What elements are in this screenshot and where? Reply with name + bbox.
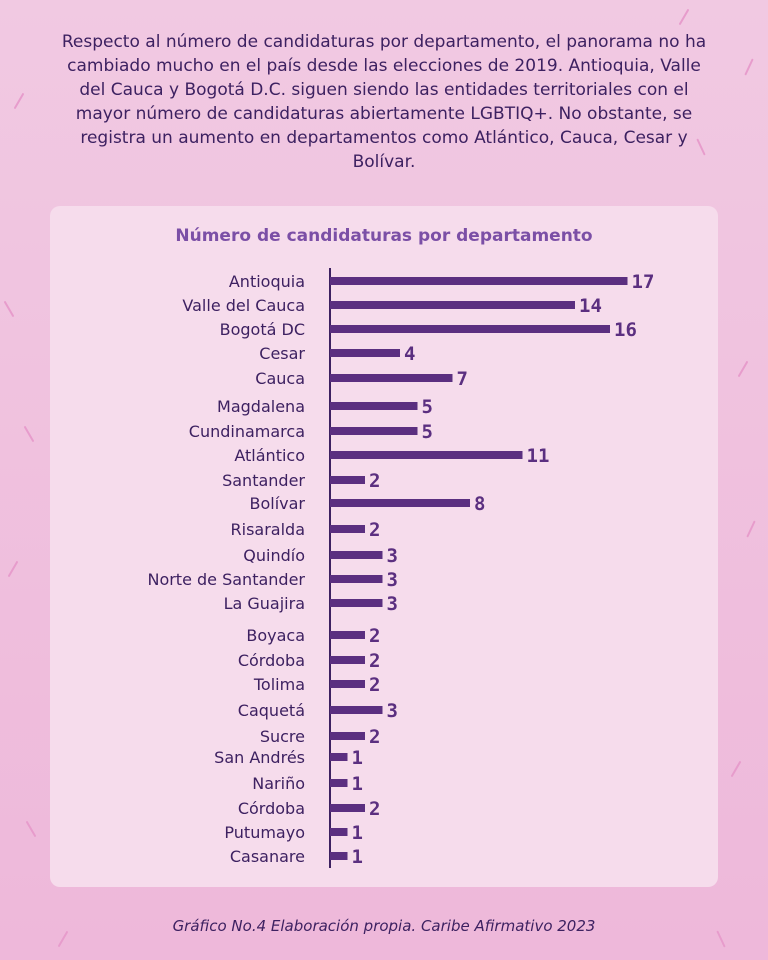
category-label: Atlántico	[234, 446, 305, 465]
bar	[330, 476, 365, 484]
value-label: 3	[387, 545, 398, 567]
bar	[330, 804, 365, 812]
value-label: 3	[387, 593, 398, 615]
category-label: Tolima	[253, 675, 305, 694]
category-label: Quindío	[243, 546, 305, 565]
value-label: 4	[404, 343, 415, 365]
value-label: 5	[422, 421, 433, 443]
bar	[330, 753, 348, 761]
value-label: 2	[369, 470, 380, 492]
value-label: 2	[369, 625, 380, 647]
bar	[330, 301, 575, 309]
category-label: Cundinamarca	[189, 422, 305, 441]
bar	[330, 732, 365, 740]
category-label: Casanare	[230, 847, 305, 866]
category-label: Sucre	[260, 727, 305, 746]
bar	[330, 599, 383, 607]
category-label: Bolívar	[249, 494, 305, 513]
bar	[330, 828, 348, 836]
category-label: Nariño	[252, 774, 305, 793]
bar	[330, 427, 418, 435]
category-label: Magdalena	[217, 397, 305, 416]
bar	[330, 349, 400, 357]
value-label: 1	[352, 747, 363, 769]
value-label: 3	[387, 569, 398, 591]
category-label: Santander	[222, 471, 305, 490]
value-label: 3	[387, 700, 398, 722]
chart-panel	[50, 206, 718, 887]
category-label: Putumayo	[224, 823, 305, 842]
intro-paragraph: Respecto al número de candidaturas por d…	[61, 32, 707, 172]
bar	[330, 631, 365, 639]
value-label: 2	[369, 519, 380, 541]
bar	[330, 852, 348, 860]
bar	[330, 551, 383, 559]
category-label: Norte de Santander	[147, 570, 305, 589]
category-label: San Andrés	[214, 748, 305, 767]
value-label: 11	[527, 445, 550, 467]
bar	[330, 656, 365, 664]
category-label: Valle del Cauca	[182, 296, 305, 315]
category-label: Córdoba	[238, 799, 305, 818]
value-label: 7	[457, 368, 468, 390]
category-label: Bogotá DC	[220, 320, 305, 339]
chart-title: Número de candidaturas por departamento	[175, 226, 593, 246]
value-label: 17	[632, 271, 655, 293]
bar	[330, 402, 418, 410]
value-label: 2	[369, 650, 380, 672]
category-label: Antioquia	[229, 272, 305, 291]
bar	[330, 325, 610, 333]
category-label: Córdoba	[238, 651, 305, 670]
category-label: Cesar	[259, 344, 305, 363]
category-label: Caquetá	[238, 701, 305, 720]
bar	[330, 277, 628, 285]
bar	[330, 575, 383, 583]
value-label: 16	[614, 319, 637, 341]
value-label: 1	[352, 846, 363, 868]
category-label: Risaralda	[231, 520, 306, 539]
bar	[330, 680, 365, 688]
category-label: Cauca	[255, 369, 305, 388]
value-label: 2	[369, 674, 380, 696]
bar	[330, 374, 453, 382]
figure-caption: Gráfico No.4 Elaboración propia. Caribe …	[172, 917, 596, 935]
value-label: 2	[369, 798, 380, 820]
bar	[330, 779, 348, 787]
bar	[330, 525, 365, 533]
bar	[330, 706, 383, 714]
value-label: 1	[352, 822, 363, 844]
value-label: 8	[474, 493, 485, 515]
value-label: 1	[352, 773, 363, 795]
value-label: 5	[422, 396, 433, 418]
bar	[330, 451, 523, 459]
category-label: La Guajira	[224, 594, 305, 613]
value-label: 2	[369, 726, 380, 748]
category-label: Boyaca	[246, 626, 305, 645]
bar	[330, 499, 470, 507]
value-label: 14	[579, 295, 602, 317]
